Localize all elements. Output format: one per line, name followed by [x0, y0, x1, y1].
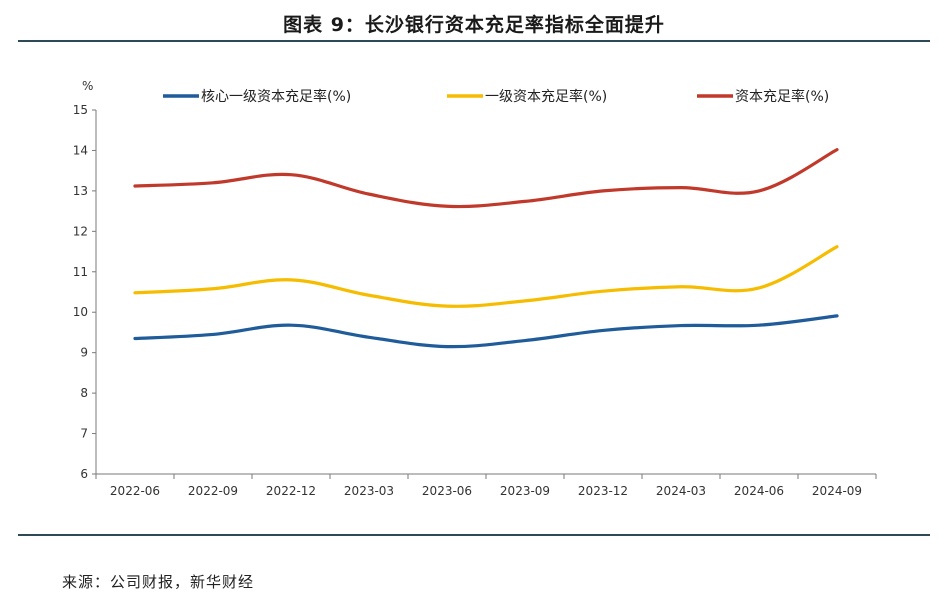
- x-tick-label: 2022-12: [266, 484, 316, 498]
- x-axis: 2022-06 2022-09 2022-12 2023-03 2023-06 2023-…: [95, 473, 877, 498]
- y-tick-label: 10: [73, 305, 88, 319]
- legend-label-core-tier1-ratio: 核心一级资本充足率(%): [201, 88, 351, 105]
- y-tick-label: 7: [80, 427, 88, 441]
- x-tick-label: 2024-09: [812, 484, 862, 498]
- legend: 核心一级资本充足率(%) 一级资本充足率(%) 资本充足率(%): [163, 88, 829, 105]
- figure-title: 图表 9：长沙银行资本充足率指标全面提升: [283, 14, 665, 36]
- y-tick-label: 12: [73, 224, 88, 238]
- legend-label-capital-adequacy-ratio: 资本充足率(%): [735, 88, 829, 105]
- series-core-tier1-ratio: [133, 314, 839, 349]
- y-tick-label: 15: [73, 103, 88, 117]
- y-tick-label: 11: [73, 265, 88, 279]
- y-axis-unit-label: %: [82, 79, 93, 93]
- line-chart: 核心一级资本充足率(%) 一级资本充足率(%) 资本充足率(%) % 6 7 8 9 10 1…: [73, 79, 877, 498]
- series-capital-adequacy-ratio: [133, 148, 839, 209]
- x-tick-label: 2023-12: [578, 484, 628, 498]
- x-tick-label: 2024-06: [734, 484, 784, 498]
- legend-label-tier1-ratio: 一级资本充足率(%): [485, 88, 607, 105]
- x-tick-label: 2024-03: [656, 484, 706, 498]
- x-tick-label: 2022-06: [110, 484, 160, 498]
- series-layer: [133, 148, 839, 349]
- x-tick-label: 2023-03: [344, 484, 394, 498]
- y-tick-label: 13: [73, 184, 88, 198]
- y-tick-label: 8: [80, 386, 88, 400]
- top-rule: [18, 40, 930, 42]
- bottom-rule: [18, 534, 930, 536]
- source-note: 来源：公司财报，新华财经: [62, 573, 255, 591]
- series-line-capital-adequacy-ratio: [133, 148, 839, 209]
- y-axis: 6 7 8 9 10 11 12 13 14 15: [73, 103, 97, 481]
- x-tick-label: 2023-09: [500, 484, 550, 498]
- y-tick-label: 14: [73, 143, 88, 157]
- x-tick-label: 2022-09: [188, 484, 238, 498]
- x-tick-label: 2023-06: [422, 484, 472, 498]
- series-line-core-tier1-ratio: [133, 314, 839, 349]
- y-tick-label: 9: [80, 346, 88, 360]
- series-line-tier1-ratio: [133, 245, 839, 308]
- y-tick-label: 6: [80, 467, 88, 481]
- series-tier1-ratio: [133, 245, 839, 308]
